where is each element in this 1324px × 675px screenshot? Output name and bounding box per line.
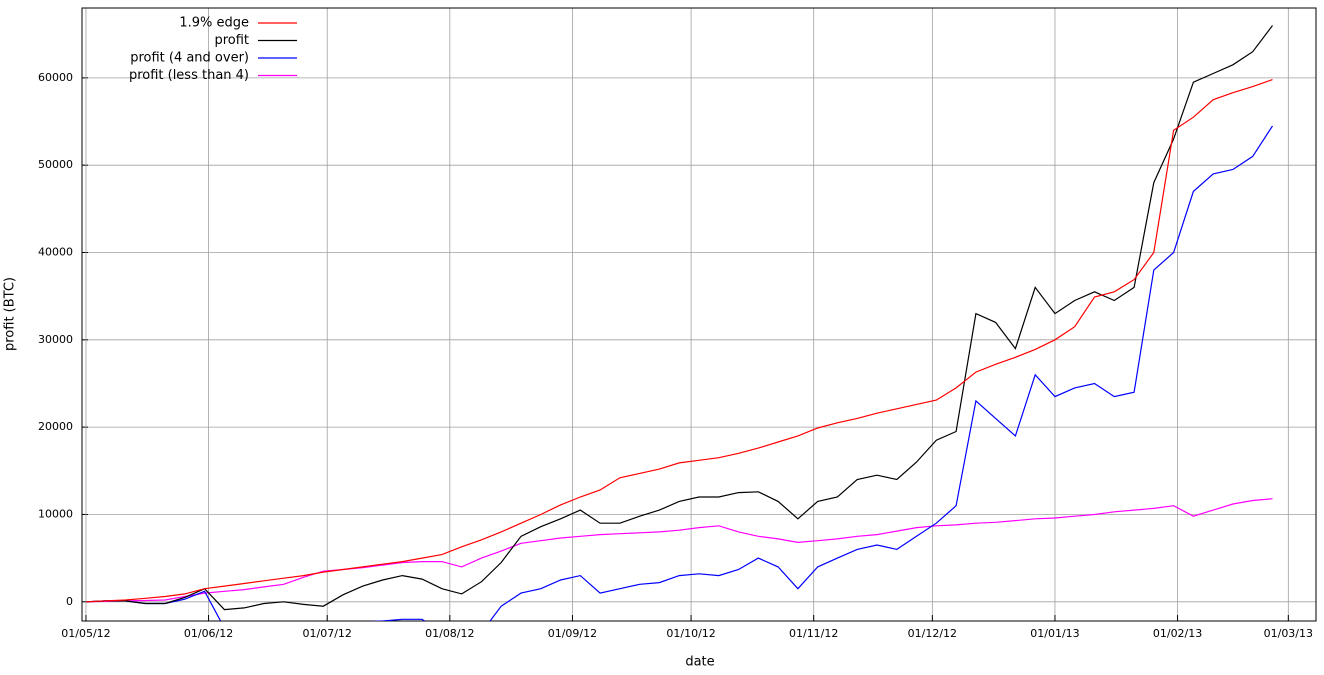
series-line — [85, 79, 1273, 603]
x-tick-label: 01/05/12 — [61, 627, 110, 640]
plot-border — [81, 7, 1317, 622]
legend-label: profit (less than 4) — [129, 68, 249, 83]
y-tick-label: 50000 — [38, 158, 73, 171]
x-tick-label: 01/01/13 — [1030, 627, 1079, 640]
y-tick-label: 20000 — [38, 420, 73, 433]
series-line — [85, 498, 1273, 603]
x-tick-label: 01/08/12 — [425, 627, 474, 640]
y-tick-label: 0 — [66, 595, 73, 608]
x-tick-label: 01/06/12 — [184, 627, 233, 640]
y-axis-title: profit (BTC) — [3, 277, 18, 351]
y-tick-label: 40000 — [38, 246, 73, 259]
x-tick-label: 01/11/12 — [789, 627, 838, 640]
plot-area — [85, 25, 1274, 621]
y-tick-label: 30000 — [38, 333, 73, 346]
y-tick-label: 10000 — [38, 507, 73, 520]
legend-label: 1.9% edge — [179, 16, 249, 31]
x-tick-label: 01/03/13 — [1264, 627, 1313, 640]
x-tick-label: 01/10/12 — [666, 627, 715, 640]
y-tick-label: 60000 — [38, 71, 73, 84]
x-axis-title: date — [685, 655, 714, 670]
legend-label: profit (4 and over) — [130, 51, 249, 66]
x-tick-label: 01/07/12 — [303, 627, 352, 640]
x-tick-label: 01/02/13 — [1153, 627, 1202, 640]
series-line — [85, 125, 1274, 621]
x-tick-label: 01/12/12 — [908, 627, 957, 640]
x-tick-label: 01/09/12 — [548, 627, 597, 640]
legend-label: profit — [214, 33, 249, 48]
series-line — [85, 25, 1273, 611]
